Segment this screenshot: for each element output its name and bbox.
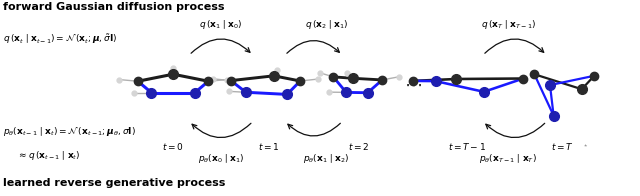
Text: $t=T$: $t=T$	[551, 141, 574, 152]
Text: $q\,(\mathbf{x}_t \mid \mathbf{x}_{t-1}) = \mathcal{N}\,(\mathbf{x}_t; \boldsymb: $q\,(\mathbf{x}_t \mid \mathbf{x}_{t-1})…	[3, 32, 117, 46]
Text: $t=2$: $t=2$	[348, 141, 369, 152]
Text: $p_\theta(\mathbf{x}_{T-1} \mid \mathbf{x}_T)$: $p_\theta(\mathbf{x}_{T-1} \mid \mathbf{…	[479, 152, 538, 165]
Text: $\star$: $\star$	[582, 140, 588, 149]
Text: $t=0$: $t=0$	[163, 141, 184, 152]
Text: $q\,(\mathbf{x}_2 \mid \mathbf{x}_1)$: $q\,(\mathbf{x}_2 \mid \mathbf{x}_1)$	[305, 18, 348, 31]
Text: $q\,(\mathbf{x}_1 \mid \mathbf{x}_0)$: $q\,(\mathbf{x}_1 \mid \mathbf{x}_0)$	[199, 18, 243, 31]
Text: $\approx q\,(\mathbf{x}_{t-1} \mid \mathbf{x}_t)$: $\approx q\,(\mathbf{x}_{t-1} \mid \math…	[17, 149, 80, 162]
Text: $q\,(\mathbf{x}_T \mid \mathbf{x}_{T-1})$: $q\,(\mathbf{x}_T \mid \mathbf{x}_{T-1})…	[481, 18, 536, 31]
Text: $p_\theta(\mathbf{x}_{t-1} \mid \mathbf{x}_t) = \mathcal{N}\,(\mathbf{x}_{t-1}; : $p_\theta(\mathbf{x}_{t-1} \mid \mathbf{…	[3, 125, 136, 138]
Text: $p_\theta(\mathbf{x}_1 \mid \mathbf{x}_2)$: $p_\theta(\mathbf{x}_1 \mid \mathbf{x}_2…	[303, 152, 349, 165]
Text: learned reverse generative process: learned reverse generative process	[3, 178, 225, 188]
Text: $p_\theta(\mathbf{x}_0 \mid \mathbf{x}_1)$: $p_\theta(\mathbf{x}_0 \mid \mathbf{x}_1…	[198, 152, 244, 165]
Text: $\cdots$: $\cdots$	[404, 75, 422, 93]
Text: $t=1$: $t=1$	[258, 141, 280, 152]
Text: forward Gaussian diffusion process: forward Gaussian diffusion process	[3, 2, 224, 12]
Text: $t=T-1$: $t=T-1$	[448, 141, 486, 152]
